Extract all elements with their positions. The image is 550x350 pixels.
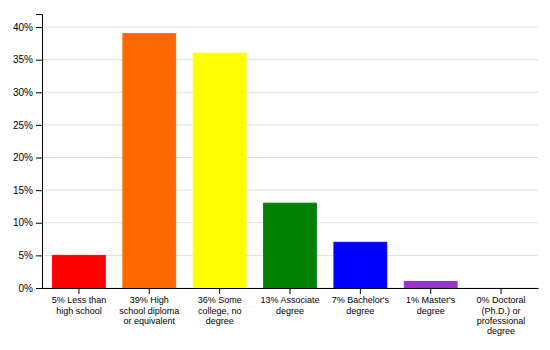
- x-tick-label-line: 1% Master's: [406, 295, 456, 305]
- x-tick: 7% Bachelor'sdegree: [332, 288, 390, 316]
- y-tick: 40%: [13, 22, 42, 33]
- y-tick: 30%: [13, 87, 42, 98]
- y-tick-label: 5%: [19, 250, 34, 261]
- y-axis-line: [36, 15, 43, 289]
- x-tick: 0% Doctoral(Ph.D.) orprofessionaldegree: [477, 288, 526, 336]
- y-tick-mark: [36, 92, 42, 93]
- x-tick-label-line: 7% Bachelor's: [332, 295, 390, 305]
- y-tick: 10%: [13, 217, 42, 228]
- x-tick: 39% Highschool diplomaor equivalent: [119, 288, 179, 326]
- grid-line: [42, 59, 538, 60]
- x-tick-label-line: 5% Less than: [52, 295, 107, 305]
- bar: [404, 281, 457, 288]
- grid-line: [42, 157, 538, 158]
- y-tick-label: 30%: [13, 87, 33, 98]
- x-tick-label-line: 39% High: [130, 295, 169, 305]
- x-tick-label-line: or equivalent: [124, 316, 176, 326]
- x-tick-label-line: 0% Doctoral: [477, 295, 526, 305]
- plot: 0% 5% 10% 15% 20% 25% 30% 35% 40% 5% Less thanhig…: [13, 15, 539, 337]
- x-tick-mark: [149, 288, 150, 294]
- y-tick-mark: [36, 255, 42, 256]
- x-tick-mark: [290, 288, 291, 294]
- bar: [475, 288, 528, 289]
- x-tick: 36% Somecollege, nodegree: [198, 288, 242, 326]
- x-tick-label-line: high school: [56, 306, 102, 316]
- x-axis: 5% Less thanhigh school 39% Highschool di…: [43, 288, 539, 336]
- x-tick-label-line: school diploma: [119, 306, 179, 316]
- y-tick-label: 25%: [13, 120, 33, 131]
- x-tick-mark: [219, 288, 220, 294]
- grid-line: [42, 124, 538, 125]
- x-tick-label: 13% Associatedegree: [260, 295, 319, 315]
- y-tick-mark: [36, 288, 42, 289]
- y-tick-mark: [36, 125, 42, 126]
- x-tick-label-line: degree: [417, 306, 445, 316]
- x-tick: 5% Less thanhigh school: [52, 288, 107, 316]
- x-tick-label-line: professional: [477, 316, 526, 326]
- x-tick-label-line: degree: [276, 306, 304, 316]
- x-tick-mark: [501, 288, 502, 294]
- grid: [42, 27, 538, 288]
- bar: [193, 53, 246, 288]
- y-tick-label: 20%: [13, 152, 33, 163]
- y-tick: 15%: [13, 185, 42, 196]
- x-tick-mark: [360, 288, 361, 294]
- x-tick: 13% Associatedegree: [260, 288, 319, 316]
- y-tick-label: 35%: [13, 54, 33, 65]
- x-tick-label-line: degree: [346, 306, 374, 316]
- y-tick: 0%: [19, 283, 42, 294]
- x-tick: 1% Master'sdegree: [406, 288, 456, 316]
- x-tick-label-line: 36% Some: [198, 295, 242, 305]
- x-tick-label: 1% Master'sdegree: [406, 295, 456, 315]
- grid-line: [42, 27, 538, 28]
- x-tick-label: 7% Bachelor'sdegree: [332, 295, 390, 315]
- y-tick: 35%: [13, 54, 42, 65]
- y-tick-label: 10%: [13, 217, 33, 228]
- x-tick-label-line: degree: [487, 326, 515, 336]
- x-tick-label-line: (Ph.D.) or: [482, 306, 521, 316]
- y-tick-mark: [36, 190, 42, 191]
- bars: [53, 34, 458, 288]
- x-tick-mark: [78, 288, 79, 294]
- x-tick-label-line: college, no: [198, 306, 242, 316]
- y-tick-mark: [36, 60, 42, 61]
- y-tick-label: 40%: [13, 22, 33, 33]
- x-tick-mark: [430, 288, 431, 294]
- chart: 0% 5% 10% 15% 20% 25% 30% 35% 40% 5% Less thanhig…: [0, 0, 550, 350]
- x-tick-label: 0% Doctoral(Ph.D.) orprofessionaldegree: [477, 295, 526, 336]
- bar: [334, 242, 387, 288]
- bar: [123, 34, 176, 288]
- grid-line: [42, 190, 538, 191]
- grid-line: [42, 92, 538, 93]
- x-tick-label: 39% Highschool diplomaor equivalent: [119, 295, 179, 326]
- x-tick-label: 5% Less thanhigh school: [52, 295, 107, 315]
- y-tick-mark: [36, 158, 42, 159]
- y-tick-mark: [36, 27, 42, 28]
- y-tick: 20%: [13, 152, 42, 163]
- y-tick-label: 0%: [19, 283, 34, 294]
- x-tick-label-line: degree: [206, 316, 234, 326]
- y-axis: 0% 5% 10% 15% 20% 25% 30% 35% 40%: [13, 15, 43, 294]
- y-tick: 25%: [13, 120, 42, 131]
- bar: [53, 255, 106, 288]
- y-tick-label: 15%: [13, 185, 33, 196]
- y-tick-mark: [36, 223, 42, 224]
- bar: [264, 203, 317, 288]
- y-tick: 5%: [19, 250, 42, 261]
- x-tick-label-line: 13% Associate: [260, 295, 319, 305]
- x-tick-label: 36% Somecollege, nodegree: [198, 295, 242, 326]
